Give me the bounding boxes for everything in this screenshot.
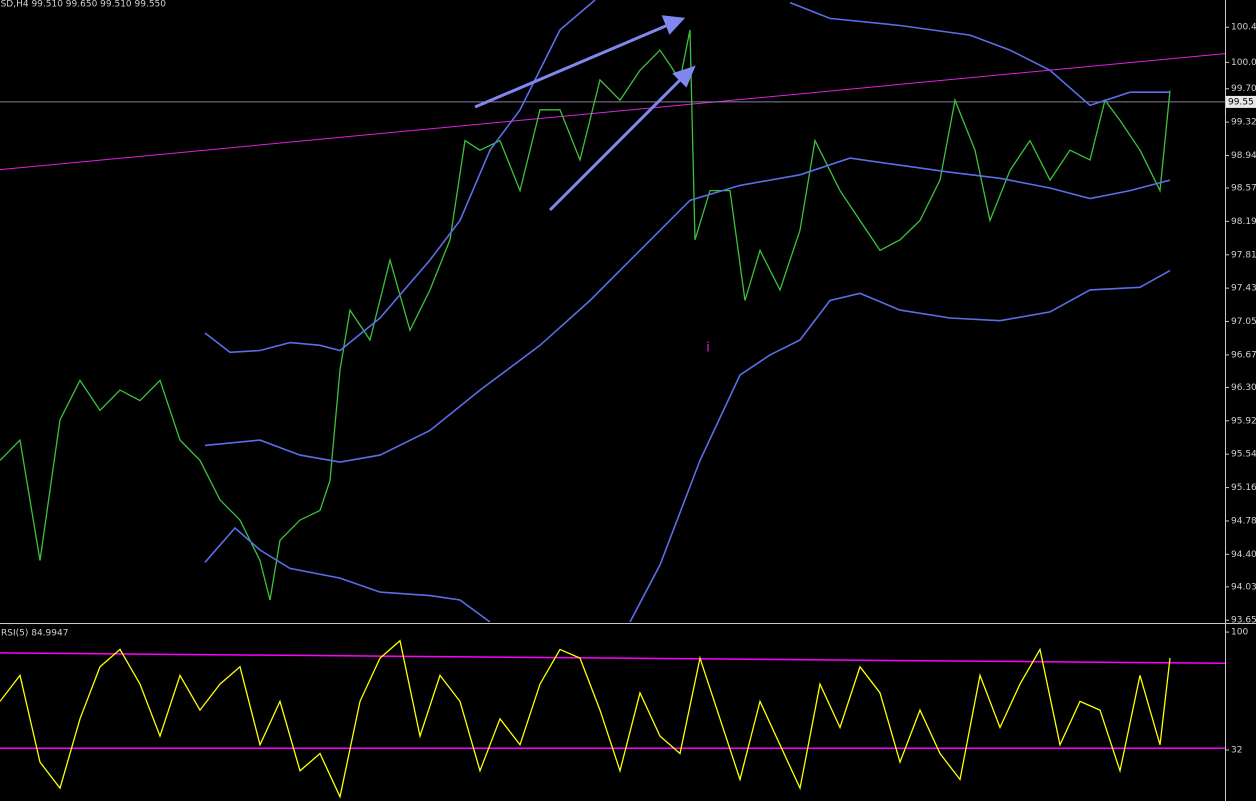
main-panel: i — [0, 0, 1225, 622]
y-tick-label: 98.19 — [1231, 217, 1256, 227]
annotation: i — [706, 340, 710, 355]
y-tick-label: 94.03 — [1231, 582, 1256, 592]
y-tick-label: 100.0 — [1231, 58, 1256, 68]
chart-title: USD,H4 99.510 99.650 99.510 99.550 — [0, 0, 166, 10]
series-line — [204, 269, 1171, 622]
y-tick-label: 99.32 — [1231, 118, 1256, 128]
y-tick-label: 95.54 — [1231, 450, 1256, 460]
y-tick-label: 99.70 — [1231, 84, 1256, 94]
arrows — [474, 15, 696, 212]
arrow-head — [661, 15, 686, 35]
y-tick-label: 98.57 — [1231, 184, 1256, 194]
y-tick-label: 32 — [1231, 746, 1242, 756]
current-price-box — [1226, 95, 1256, 108]
y-tick-label: 95.92 — [1231, 416, 1256, 426]
axes: 100.4 100.0 99.70 99.32 98.94 98.57 98.19 97.81… — [1225, 23, 1256, 756]
arrow — [548, 76, 684, 212]
y-tick-label: 98.94 — [1231, 151, 1256, 161]
y-tick-label: 96.67 — [1231, 350, 1256, 360]
rsi-panel — [0, 639, 1225, 799]
y-tick-label: 100.4 — [1231, 23, 1256, 33]
y-tick-label: 100 — [1231, 628, 1248, 638]
y-tick-label: 95.16 — [1231, 483, 1256, 493]
level-line — [0, 652, 1225, 665]
y-tick-label: 93.65 — [1231, 616, 1256, 626]
series-line — [204, 157, 1171, 463]
arrow — [474, 23, 669, 109]
y-tick-label: 97.05 — [1231, 317, 1256, 327]
y-tick-label: 97.43 — [1231, 284, 1256, 294]
y-tick-label: 94.78 — [1231, 516, 1256, 526]
current-price-label: 99.55 — [1228, 97, 1254, 107]
y-tick-label: 94.40 — [1231, 550, 1256, 560]
y-tick-label: 96.30 — [1231, 383, 1256, 393]
price-line — [0, 639, 1171, 799]
series-line — [204, 0, 1170, 354]
trend-line — [0, 53, 1225, 171]
indicator-title: RSI(5) 84.9947 — [1, 629, 68, 639]
arrow-head — [672, 65, 696, 88]
y-tick-label: 97.81 — [1231, 250, 1256, 260]
price-line — [0, 29, 1171, 601]
